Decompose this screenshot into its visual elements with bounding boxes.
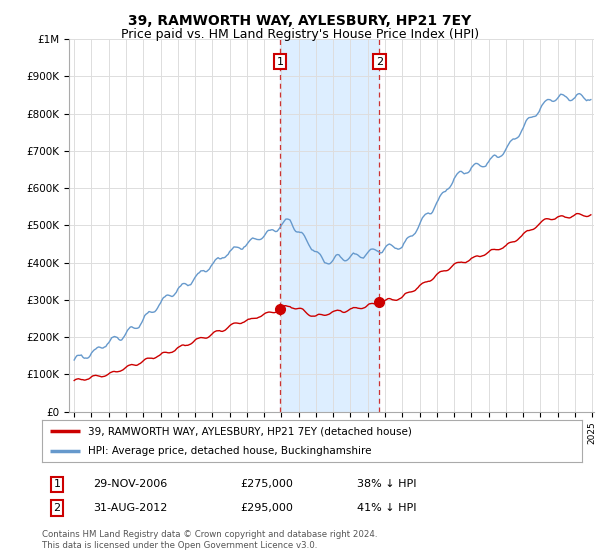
Text: £275,000: £275,000 [240,479,293,489]
Text: 2: 2 [376,57,383,67]
Text: £295,000: £295,000 [240,503,293,513]
Text: 39, RAMWORTH WAY, AYLESBURY, HP21 7EY: 39, RAMWORTH WAY, AYLESBURY, HP21 7EY [128,14,472,28]
Text: 41% ↓ HPI: 41% ↓ HPI [357,503,416,513]
Text: Contains HM Land Registry data © Crown copyright and database right 2024.: Contains HM Land Registry data © Crown c… [42,530,377,539]
Text: 1: 1 [53,479,61,489]
Bar [280,39,379,412]
Text: 1: 1 [277,57,284,67]
Text: 31-AUG-2012: 31-AUG-2012 [93,503,167,513]
Text: HPI: Average price, detached house, Buckinghamshire: HPI: Average price, detached house, Buck… [88,446,371,456]
Text: 29-NOV-2006: 29-NOV-2006 [93,479,167,489]
Text: 38% ↓ HPI: 38% ↓ HPI [357,479,416,489]
Text: 39, RAMWORTH WAY, AYLESBURY, HP21 7EY (detached house): 39, RAMWORTH WAY, AYLESBURY, HP21 7EY (d… [88,426,412,436]
Text: This data is licensed under the Open Government Licence v3.0.: This data is licensed under the Open Gov… [42,541,317,550]
Text: Price paid vs. HM Land Registry's House Price Index (HPI): Price paid vs. HM Land Registry's House … [121,28,479,41]
Text: 2: 2 [53,503,61,513]
